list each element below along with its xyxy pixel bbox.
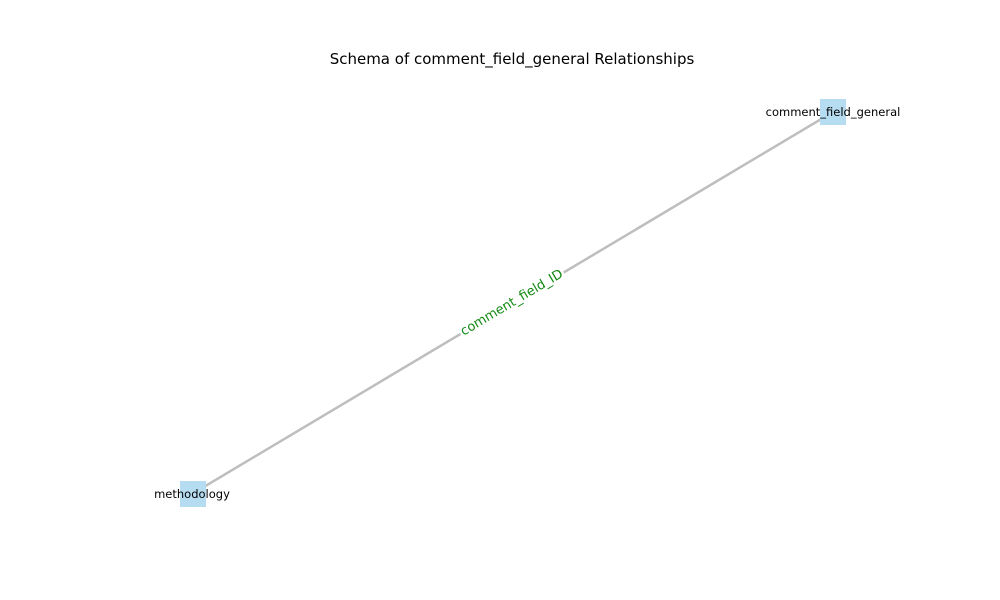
diagram-title: Schema of comment_field_general Relation…	[330, 50, 695, 69]
edge-label-background	[455, 263, 569, 343]
node-label: methodology	[154, 487, 230, 501]
edge-label: comment_field_ID	[458, 267, 566, 340]
node-box	[820, 99, 846, 125]
node-methodology: methodology	[154, 481, 230, 507]
node-label: comment_field_general	[766, 105, 901, 119]
node-box	[180, 481, 206, 507]
node-comment-field-general: comment_field_general	[766, 99, 901, 125]
